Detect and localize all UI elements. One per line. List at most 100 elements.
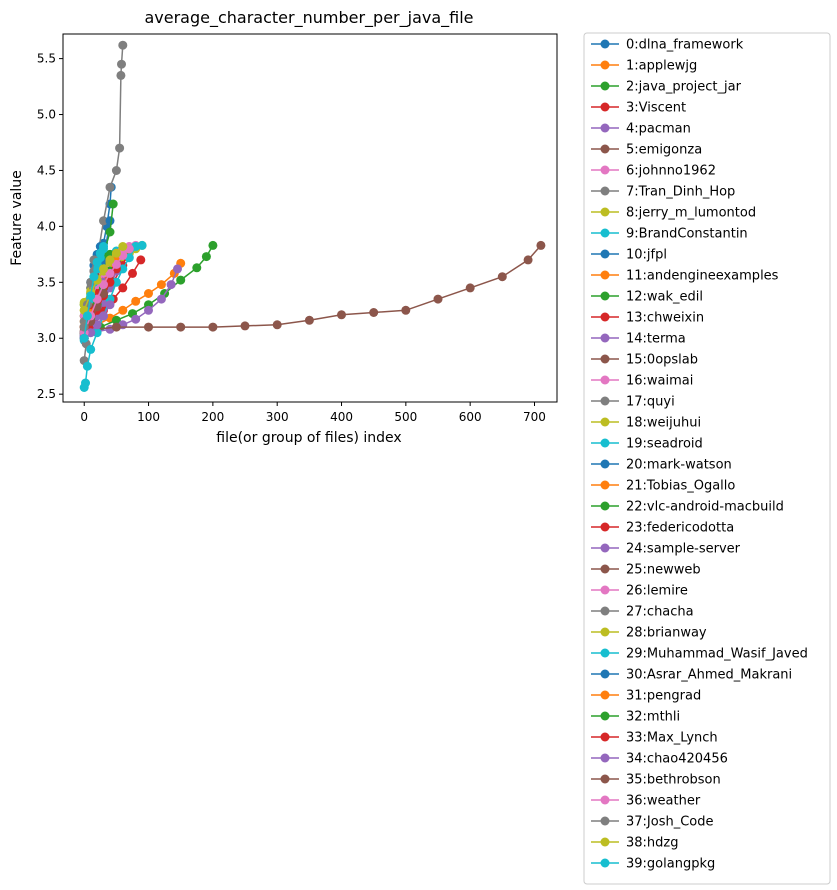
legend-label: 21:Tobias_Ogallo: [626, 479, 735, 494]
legend-marker: [600, 81, 610, 91]
data-point: [240, 321, 250, 331]
data-point: [86, 328, 96, 338]
data-point: [176, 322, 186, 332]
x-tick-label: 500: [394, 410, 417, 424]
data-point: [136, 255, 146, 265]
data-point: [86, 291, 96, 301]
legend-marker: [600, 123, 610, 133]
legend-label: 37:Josh_Code: [626, 815, 714, 830]
y-tick-label: 5.5: [37, 52, 56, 66]
legend-label: 35:bethrobson: [626, 773, 721, 788]
series-5: [79, 240, 546, 335]
data-point: [116, 70, 126, 80]
legend-marker: [600, 669, 610, 679]
legend-label: 26:lemire: [626, 584, 688, 599]
data-point: [99, 264, 108, 274]
data-point: [105, 216, 115, 226]
data-point: [208, 240, 218, 250]
legend-label: 20:mark-watson: [626, 458, 732, 473]
legend-label: 11:andengineexamples: [626, 269, 779, 284]
data-point: [156, 280, 166, 290]
y-tick-label: 3.5: [37, 275, 56, 289]
chart-title: average_character_number_per_java_file: [144, 8, 473, 28]
legend-label: 29:Muhammad_Wasif_Javed: [626, 647, 808, 662]
legend-item: 18:weijuhui: [591, 416, 701, 431]
legend-marker: [600, 648, 610, 658]
data-point: [118, 40, 128, 50]
legend-item: 0:dlna_framework: [591, 38, 744, 53]
legend-item: 20:mark-watson: [591, 458, 732, 473]
data-point: [118, 283, 128, 293]
data-point: [201, 252, 211, 262]
y-axis: 2.5 3.0 3.5 4.0 4.5 5.0 5.5: [37, 52, 63, 401]
data-point: [86, 344, 96, 354]
legend-label: 34:chao420456: [626, 752, 728, 767]
data-point: [176, 275, 186, 285]
series-line: [83, 245, 214, 335]
legend-item: 36:weather: [591, 794, 701, 809]
plot-area: [79, 40, 546, 392]
data-point: [79, 322, 89, 332]
legend-label: 24:sample-server: [626, 542, 741, 557]
data-point: [304, 315, 314, 325]
legend-marker: [600, 39, 610, 49]
data-point: [92, 257, 102, 267]
legend-item: 1:applewjg: [591, 59, 697, 74]
legend-marker: [600, 333, 610, 343]
data-point: [105, 268, 115, 278]
legend-item: 16:waimai: [591, 374, 693, 389]
legend-item: 4:pacman: [591, 122, 691, 137]
x-tick-label: 600: [459, 410, 482, 424]
legend-marker: [600, 228, 610, 238]
legend-label: 32:mthli: [626, 710, 680, 725]
data-point: [95, 248, 105, 258]
data-point: [108, 199, 118, 209]
data-point: [433, 294, 443, 304]
data-point: [111, 166, 121, 175]
legend-label: 18:weijuhui: [626, 416, 701, 431]
data-point: [131, 296, 141, 306]
legend-marker: [600, 312, 610, 322]
legend-label: 27:chacha: [626, 605, 694, 620]
legend-label: 25:newweb: [626, 563, 701, 578]
data-point: [144, 289, 153, 298]
series-39: [79, 242, 108, 343]
data-point: [105, 182, 115, 192]
legend-item: 22:vlc-android-macbuild: [591, 500, 784, 515]
legend-label: 4:pacman: [626, 122, 691, 137]
legend-marker: [600, 522, 610, 532]
legend-item: 10:jfpl: [591, 248, 667, 263]
legend-marker: [600, 501, 610, 511]
legend-label: 13:chweixin: [626, 311, 704, 326]
legend-item: 19:seadroid: [591, 437, 703, 452]
legend-label: 9:BrandConstantin: [626, 227, 748, 242]
legend-item: 11:andengineexamples: [591, 269, 779, 284]
legend-item: 8:jerry_m_lumontod: [591, 206, 756, 221]
legend-item: 5:emigonza: [591, 143, 702, 158]
legend-item: 26:lemire: [591, 584, 688, 599]
data-point: [111, 259, 121, 269]
legend-marker: [600, 438, 610, 448]
data-point: [128, 268, 137, 278]
legend-label: 28:brianway: [626, 626, 707, 641]
legend-label: 6:johnno1962: [626, 164, 716, 179]
plot-frame: [62, 33, 558, 403]
legend-item: 21:Tobias_Ogallo: [591, 479, 735, 494]
data-point: [82, 311, 92, 321]
y-tick-label: 4.0: [37, 219, 56, 233]
legend-marker: [600, 795, 610, 805]
legend-marker: [600, 711, 610, 721]
data-point: [105, 255, 115, 265]
data-point: [118, 264, 128, 274]
legend-marker: [600, 375, 610, 385]
data-point: [166, 280, 176, 290]
data-point: [144, 305, 153, 315]
legend-marker: [600, 606, 610, 616]
legend-marker: [600, 186, 610, 196]
legend-marker: [600, 753, 610, 763]
legend-marker: [600, 165, 610, 175]
legend-item: 27:chacha: [591, 605, 694, 620]
data-point: [111, 248, 121, 258]
x-tick-label: 300: [266, 410, 289, 424]
